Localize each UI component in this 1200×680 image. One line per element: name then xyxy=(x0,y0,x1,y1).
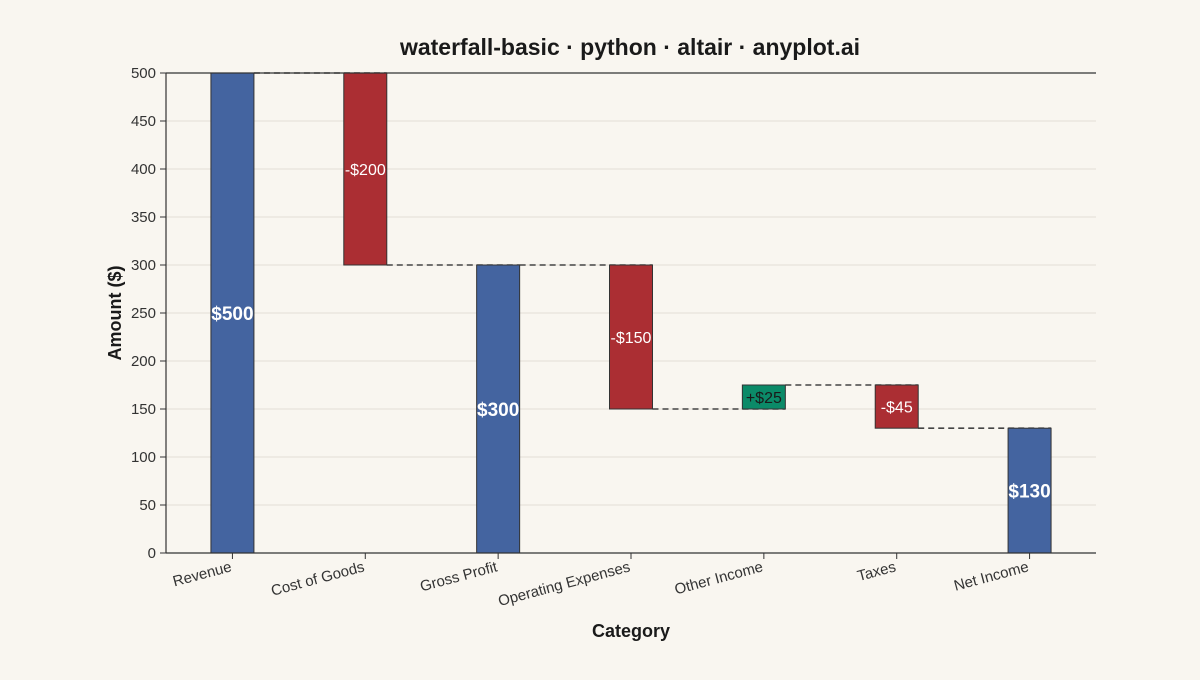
y-tick-label: 450 xyxy=(131,113,156,130)
y-tick-label: 100 xyxy=(131,449,156,466)
x-tick-label: Other Income xyxy=(673,558,765,598)
x-tick-label: Revenue xyxy=(171,558,233,590)
chart-title: waterfall-basic · python · altair · anyp… xyxy=(399,34,860,60)
y-tick-label: 500 xyxy=(131,65,156,82)
data-label: -$45 xyxy=(881,400,913,417)
x-tick-label: Cost of Goods xyxy=(269,558,366,599)
y-tick-label: 150 xyxy=(131,401,156,418)
bar-decrease xyxy=(343,72,388,266)
bar-decrease xyxy=(609,264,653,410)
data-labels: $500 -$200 $300 -$150 +$25 -$45 $130 xyxy=(211,162,1050,503)
x-tick-label: Gross Profit xyxy=(418,558,500,595)
y-axis-title: Amount ($) xyxy=(105,266,125,361)
data-label: -$200 xyxy=(345,162,386,179)
y-tick-label: 50 xyxy=(139,497,156,514)
y-tick-label: 250 xyxy=(131,305,156,322)
bar-total xyxy=(210,72,255,554)
y-tick-label: 400 xyxy=(131,161,156,178)
bar-total xyxy=(1007,427,1052,554)
data-label: $300 xyxy=(477,400,519,421)
y-tick-label: 350 xyxy=(131,209,156,226)
x-tick-label: Net Income xyxy=(952,558,1030,594)
data-label: -$150 xyxy=(611,330,652,347)
x-tick-label: Taxes xyxy=(855,558,897,585)
bar-decrease xyxy=(874,384,919,429)
x-axis-title: Category xyxy=(592,621,670,641)
bars xyxy=(210,72,1052,554)
bar-increase xyxy=(741,384,786,410)
data-label: $130 xyxy=(1008,482,1050,503)
y-tick-label: 200 xyxy=(131,353,156,370)
x-tick-label: Operating Expenses xyxy=(496,558,632,610)
y-tick-label: 0 xyxy=(148,545,156,562)
data-label: $500 xyxy=(211,304,253,325)
bar-total xyxy=(476,264,521,554)
y-tick-label: 300 xyxy=(131,257,156,274)
data-label: +$25 xyxy=(746,390,782,407)
